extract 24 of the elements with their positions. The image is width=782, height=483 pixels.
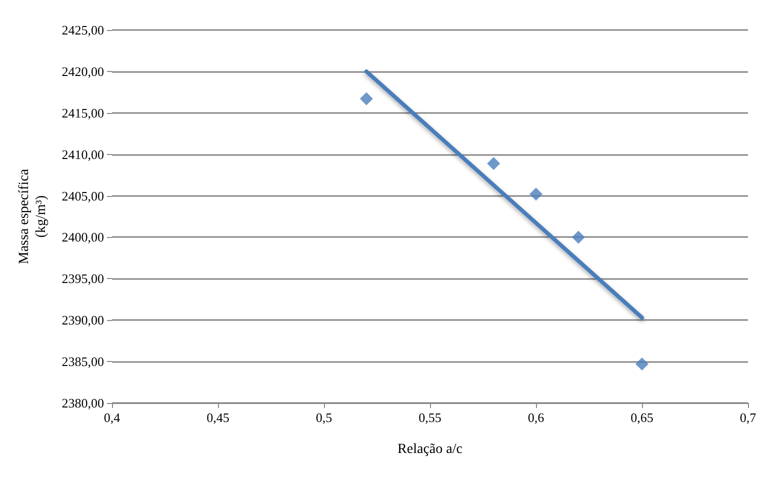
- y-tick-label: 2425,00: [62, 22, 104, 38]
- x-tick-label: 0,45: [206, 410, 230, 425]
- x-tick-label: 0,4: [104, 410, 121, 425]
- y-tick-label: 2380,00: [62, 396, 104, 410]
- point: [572, 230, 585, 244]
- x-tick-label: 0,6: [528, 410, 545, 425]
- y-tick-label: 2415,00: [62, 105, 104, 120]
- x-tick-label: 0,7: [740, 410, 757, 425]
- x-axis-title: Relação a/c: [398, 442, 462, 457]
- point: [360, 92, 373, 106]
- x-tick-label: 0,55: [418, 410, 442, 425]
- y-tick-label: 2390,00: [62, 312, 104, 328]
- y-tick-label: 2385,00: [62, 354, 104, 370]
- point: [636, 358, 648, 371]
- point: [530, 188, 542, 201]
- y-tick-label: 2420,00: [62, 64, 104, 79]
- x-tick-label: 0,5: [316, 410, 332, 425]
- y-axis-title: Massa específica (kg/m³): [17, 168, 49, 264]
- x-tick-label: 0,65: [630, 410, 654, 425]
- y-tick-label: 2400,00: [62, 230, 104, 245]
- y-tick-label: 2395,00: [62, 271, 104, 286]
- y-tick-label: 2410,00: [62, 146, 104, 162]
- y-tick-label: 2405,00: [62, 188, 104, 204]
- point: [487, 156, 500, 170]
